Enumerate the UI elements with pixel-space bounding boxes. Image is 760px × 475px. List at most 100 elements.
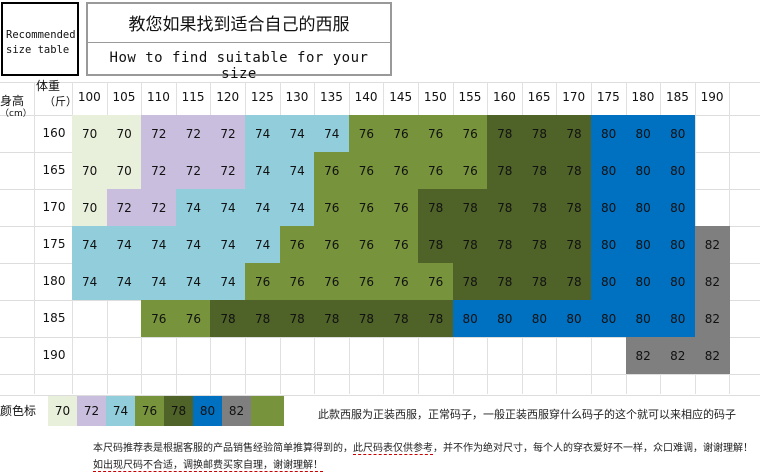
recommended-label-line1: Recommended: [6, 29, 76, 41]
weight-header: 165: [527, 90, 551, 104]
size-cell: 72: [210, 152, 246, 189]
size-cell: 76: [279, 226, 315, 263]
grid-line: [0, 395, 760, 396]
size-cell: 78: [418, 226, 454, 263]
size-cell: 78: [487, 115, 523, 152]
size-cell: 76: [418, 152, 454, 189]
size-cell: 78: [521, 226, 557, 263]
height-label: 190: [42, 348, 66, 362]
weight-axis-label: 体重: [36, 80, 60, 93]
size-cell: 80: [660, 115, 696, 152]
size-cell: 74: [279, 115, 315, 152]
size-cell: 80: [660, 226, 696, 263]
size-cell: 78: [452, 189, 488, 226]
weight-header: 135: [320, 90, 343, 104]
weight-header: 105: [112, 90, 136, 104]
size-cell: 74: [245, 152, 281, 189]
size-cell: 78: [521, 189, 557, 226]
size-cell: 80: [625, 115, 661, 152]
size-cell: 78: [556, 226, 592, 263]
size-cell: 76: [314, 189, 350, 226]
size-cell: 74: [72, 226, 108, 263]
weight-header: 155: [458, 90, 482, 104]
size-cell: 80: [660, 189, 696, 226]
size-cell: 78: [452, 263, 488, 300]
legend-swatch: 76: [135, 396, 164, 426]
color-legend-note: 此款西服为正装西服，正常码子，一般正装西服穿什么码子的这个就可以来相应的码子: [318, 408, 736, 421]
footer-line-1: 本尺码推荐表是根据客服的产品销售经验简单推算得到的，此尺码表仅供参考，并不作为绝…: [93, 439, 753, 455]
size-cell: 76: [348, 263, 384, 300]
size-cell: 78: [383, 300, 419, 337]
size-cell: 76: [418, 263, 454, 300]
size-cell: 78: [521, 152, 557, 189]
legend-extra-swatch: [251, 396, 284, 426]
size-cell: 76: [418, 115, 454, 152]
weight-header: 145: [389, 90, 413, 104]
size-cell: 76: [452, 152, 488, 189]
size-cell: 76: [141, 300, 177, 337]
title-box: 教您如果找到适合自己的西服 How to find suitable for y…: [86, 2, 392, 82]
size-cell: 74: [245, 226, 281, 263]
size-cell: 70: [72, 152, 108, 189]
size-cell: 74: [279, 189, 315, 226]
weight-header: 190: [700, 90, 724, 104]
color-legend-label: 颜色标: [0, 404, 37, 418]
size-cell: 80: [591, 189, 627, 226]
title-chinese: 教您如果找到适合自己的西服: [128, 15, 350, 35]
size-cell: 78: [348, 300, 384, 337]
size-cell: 78: [418, 189, 454, 226]
size-cell: 76: [348, 226, 384, 263]
size-cell: 82: [660, 337, 696, 374]
size-cell: 70: [106, 115, 142, 152]
weight-header: 150: [423, 90, 447, 104]
size-cell: 78: [521, 115, 557, 152]
size-cell: 76: [383, 189, 419, 226]
size-cell: 80: [625, 152, 661, 189]
size-cell: 78: [487, 152, 523, 189]
size-cell: 74: [175, 263, 211, 300]
size-cell: 74: [141, 226, 177, 263]
size-cell: 78: [314, 300, 350, 337]
size-cell: 74: [279, 152, 315, 189]
size-cell: 78: [556, 189, 592, 226]
size-cell: 78: [487, 226, 523, 263]
size-cell: 74: [314, 115, 350, 152]
size-cell: 80: [591, 226, 627, 263]
size-cell: 80: [521, 300, 557, 337]
height-label: 160: [42, 126, 66, 140]
weight-header: 185: [666, 90, 689, 104]
footer-line-2: 如出现尺码不合适，调换邮费买家自理，谢谢理解！: [93, 456, 323, 472]
size-cell: 80: [591, 300, 627, 337]
size-cell: 76: [314, 263, 350, 300]
size-cell: 74: [106, 263, 142, 300]
legend-swatch: 82: [222, 396, 251, 426]
legend-swatch: 80: [193, 396, 222, 426]
size-cell: 80: [591, 152, 627, 189]
footer-line1-part-c: ，并不作为绝对尺寸，每个人的穿衣爱好不一样，众口难调，谢谢理解！: [433, 443, 753, 454]
size-cell: 78: [245, 300, 281, 337]
weight-label: 体重: [36, 79, 61, 93]
weight-header: 140: [354, 90, 378, 104]
size-cell: 76: [383, 226, 419, 263]
recommended-label-line2: size table: [6, 44, 70, 56]
size-cell: 78: [210, 300, 246, 337]
weight-unit: （斤）: [44, 95, 77, 108]
size-cell: 74: [141, 263, 177, 300]
size-cell: 78: [556, 115, 592, 152]
weight-header: 175: [596, 90, 620, 104]
size-cell: 80: [625, 226, 661, 263]
height-unit: （cm）: [0, 109, 32, 119]
footer-line1-highlight: 此尺码表仅供参考: [353, 443, 433, 455]
weight-header: 180: [631, 90, 655, 104]
weight-header: 130: [285, 90, 309, 104]
size-cell: 74: [245, 189, 281, 226]
size-cell: 80: [625, 300, 661, 337]
size-cell: 72: [175, 115, 211, 152]
size-cell: 74: [245, 115, 281, 152]
size-cell: 80: [452, 300, 488, 337]
size-cell: 80: [556, 300, 592, 337]
legend-swatch: 70: [48, 396, 77, 426]
size-cell: 78: [556, 263, 592, 300]
size-cell: 78: [521, 263, 557, 300]
